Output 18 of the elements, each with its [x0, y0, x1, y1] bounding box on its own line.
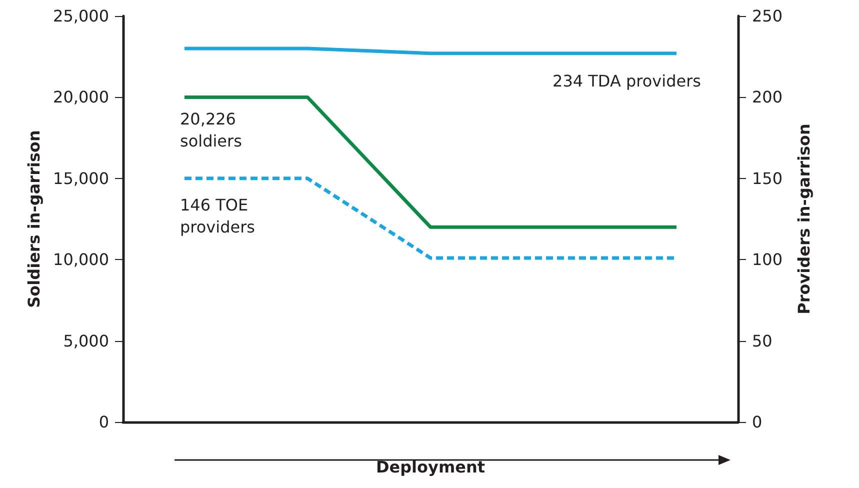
- y-axis-title: Soldiers in-garrison: [24, 130, 44, 308]
- y2-axis-title: Providers in-garrison: [794, 124, 814, 314]
- y2-tick-label: 150: [752, 168, 783, 188]
- y-tick-label: 5,000: [63, 331, 109, 350]
- annotation: 146 TOE providers: [180, 196, 255, 236]
- y2-tick-label: 0: [752, 412, 762, 432]
- y2-tick-label: 100: [752, 250, 783, 270]
- y-tick-label: 10,000: [53, 250, 109, 270]
- y-tick-label: 20,000: [53, 88, 109, 107]
- y2-tick-label: 50: [752, 331, 772, 350]
- annotation: 234 TDA providers: [552, 72, 701, 90]
- y2-tick-label: 250: [752, 6, 783, 26]
- annotation: 20,226 soldiers: [180, 110, 242, 150]
- x-axis-title: Deployment: [376, 458, 486, 476]
- y-tick-label: 0: [98, 412, 109, 432]
- y-tick-label: 25,000: [53, 6, 109, 26]
- y-tick-label: 15,000: [53, 168, 109, 188]
- y2-tick-label: 200: [752, 88, 783, 107]
